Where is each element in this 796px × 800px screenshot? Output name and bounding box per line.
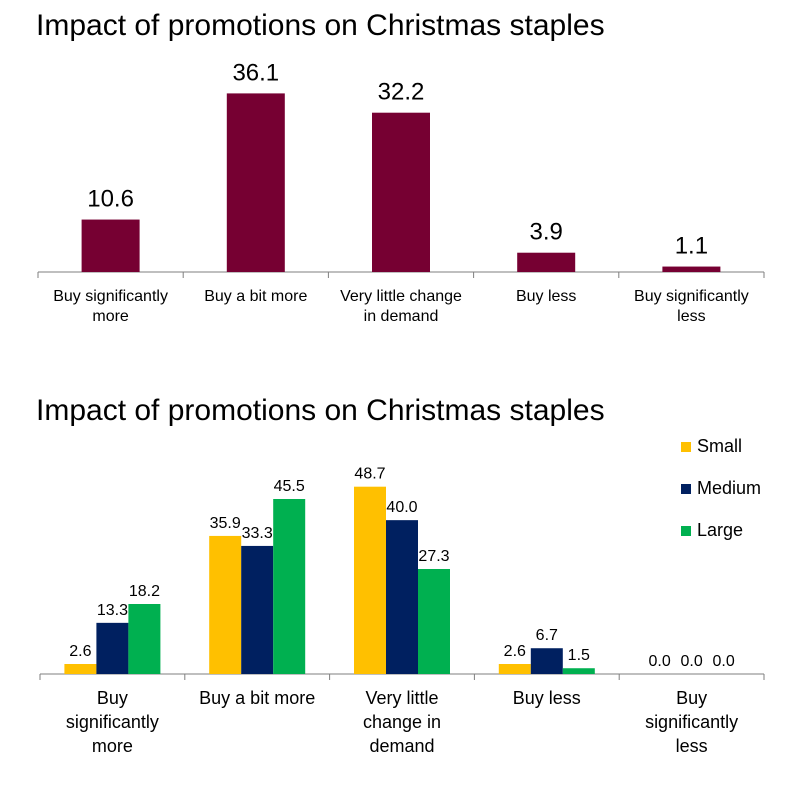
legend-item: Large <box>681 520 761 541</box>
data-label: 0.0 <box>648 653 670 670</box>
bar <box>372 112 430 273</box>
data-label: 36.1 <box>232 59 279 86</box>
bar-small <box>498 664 531 674</box>
bar-large <box>273 499 306 674</box>
category-label: Buy <box>676 688 707 708</box>
legend-swatch <box>681 525 691 536</box>
category-label: Very little <box>365 688 438 708</box>
category-label: significantly <box>645 712 738 732</box>
category-label: more <box>92 308 129 325</box>
data-label: 0.0 <box>680 653 702 670</box>
category-label: more <box>92 736 133 756</box>
bar-large <box>562 668 595 674</box>
data-label: 27.3 <box>418 548 449 565</box>
category-label: Buy significantly <box>53 288 168 305</box>
bar <box>662 266 721 272</box>
bar <box>226 93 285 273</box>
bar-large <box>418 569 450 674</box>
data-label: 18.2 <box>129 583 160 600</box>
chart-legend: Small Medium Large <box>681 436 761 562</box>
data-label: 1.1 <box>675 233 708 260</box>
category-label: significantly <box>66 712 159 732</box>
legend-item: Medium <box>681 478 761 499</box>
data-label: 10.6 <box>87 186 134 213</box>
data-label: 35.9 <box>210 515 241 532</box>
category-label: Buy less <box>513 688 581 708</box>
data-label: 32.2 <box>378 79 425 106</box>
bar-medium <box>96 622 129 674</box>
data-label: 3.9 <box>530 219 563 246</box>
category-label: demand <box>369 736 434 756</box>
bar-medium <box>241 545 274 674</box>
bar-small <box>354 486 386 674</box>
data-label: 2.6 <box>504 643 526 660</box>
legend-label: Large <box>697 520 744 540</box>
category-label: change in <box>363 712 441 732</box>
bar-large <box>128 604 161 674</box>
data-label: 45.5 <box>274 478 305 495</box>
category-label: Buy less <box>516 288 576 305</box>
legend-swatch <box>681 441 691 452</box>
category-label: Buy a bit more <box>204 288 307 305</box>
bar-small <box>64 664 97 674</box>
bar-medium <box>386 520 418 674</box>
category-label: less <box>677 308 705 325</box>
legend-label: Small <box>697 436 743 456</box>
legend-label: Medium <box>697 478 762 498</box>
data-label: 2.6 <box>69 643 91 660</box>
data-label: 48.7 <box>354 466 385 483</box>
data-label: 40.0 <box>386 499 417 516</box>
data-label: 13.3 <box>97 602 128 619</box>
category-label: Buy <box>97 688 128 708</box>
data-label: 33.3 <box>242 525 273 542</box>
category-label: Buy a bit more <box>199 688 315 708</box>
category-label: Very little change <box>340 288 462 305</box>
legend-item: Small <box>681 436 761 457</box>
bar-chart-overall: 10.6 Buy significantly more 36.1 Buy a bit m… <box>37 59 765 325</box>
data-label: 6.7 <box>536 627 558 644</box>
data-label: 1.5 <box>568 647 590 664</box>
chart-title: Impact of promotions on Christmas staple… <box>36 9 605 42</box>
chart-title: Impact of promotions on Christmas staple… <box>36 394 605 427</box>
bar-small <box>209 535 242 674</box>
category-label: Buy significantly <box>634 288 749 305</box>
legend-swatch <box>681 483 691 494</box>
data-label: 0.0 <box>712 653 734 670</box>
category-label: less <box>676 736 708 756</box>
bar <box>81 219 140 272</box>
bar-medium <box>530 648 563 674</box>
bar <box>517 252 576 272</box>
category-label: in demand <box>364 308 439 325</box>
